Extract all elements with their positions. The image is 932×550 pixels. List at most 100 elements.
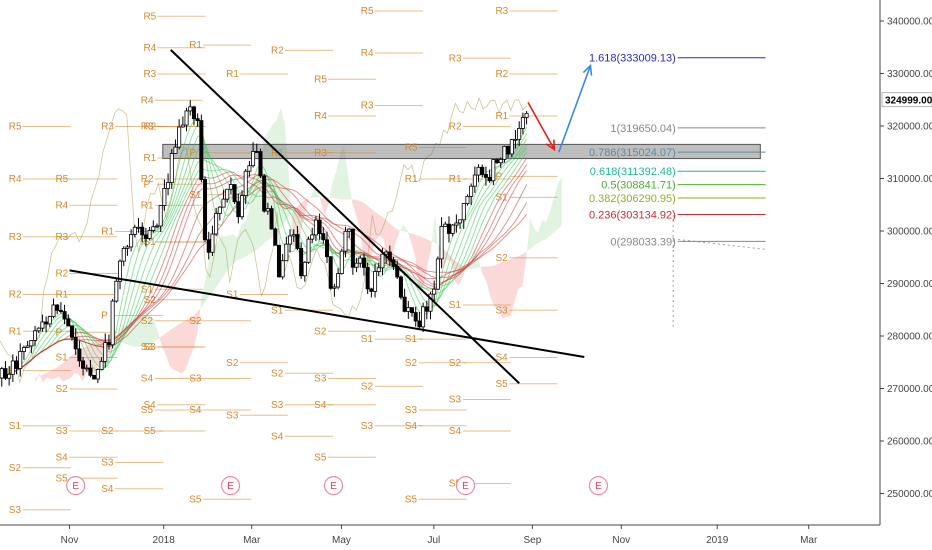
candle-body — [517, 128, 522, 140]
candle-body — [343, 230, 348, 252]
candle-body — [21, 347, 26, 352]
pivot-label: R1 — [189, 40, 202, 51]
candle-body — [299, 248, 304, 277]
cloud-segment — [359, 200, 364, 262]
cloud-segment — [332, 171, 337, 199]
candle-body — [302, 261, 307, 277]
cloud-segment — [506, 259, 511, 317]
arrow-shaft — [558, 65, 592, 153]
last-price-badge-bg — [881, 92, 932, 108]
cloud-segment — [518, 254, 523, 290]
y-tick-label: 270000.00 — [887, 384, 932, 395]
x-tick-label: 2018 — [153, 535, 176, 546]
pivot-label: R1 — [405, 174, 418, 185]
pivot-label: S3 — [361, 421, 374, 432]
candle-body — [402, 296, 407, 312]
candle-body — [151, 226, 156, 231]
cloud-segment — [522, 251, 527, 287]
candle-body — [0, 368, 4, 379]
pivot-label: R1 — [9, 326, 22, 337]
candle-body — [254, 151, 259, 153]
fib-level-label: 0.786(315024.07) — [589, 147, 676, 159]
fib-level-label: 0.5(308841.71) — [601, 180, 676, 192]
candle-body — [243, 170, 248, 196]
candle-body — [95, 369, 100, 380]
candle-body — [14, 360, 19, 369]
pivot-label: R5 — [314, 74, 327, 85]
cloud-segment — [177, 322, 182, 374]
cloud-segment — [150, 316, 154, 345]
candle-body — [29, 340, 34, 347]
cloud-segment — [225, 235, 230, 274]
pivot-label: R3 — [55, 232, 68, 243]
candle-body — [169, 153, 174, 183]
y-tick-label: 250000.00 — [887, 489, 932, 500]
cloud-segment — [336, 152, 341, 200]
candle-body — [140, 226, 145, 236]
candle-body — [47, 316, 52, 325]
candle-body — [184, 110, 189, 126]
candle-body — [310, 234, 315, 240]
pivot-label: R4 — [141, 95, 154, 106]
pivot-label: S4 — [314, 400, 327, 411]
trendline — [170, 49, 520, 384]
cloud-segment — [185, 317, 190, 370]
pivot-label: S3 — [226, 410, 239, 421]
cloud-segment — [391, 225, 396, 263]
pivot-label: R5 — [143, 11, 156, 22]
earnings-event-marker — [66, 476, 86, 496]
candle-body — [62, 311, 67, 320]
candle-body — [483, 174, 488, 178]
pivot-label: R2 — [55, 269, 68, 280]
pivot-label: R2 — [449, 122, 462, 133]
cloud-segment — [70, 353, 75, 378]
cloud-segment — [530, 218, 535, 249]
candle-body — [210, 233, 215, 253]
cloud-segment — [165, 330, 170, 367]
fib-level-label: 1.618(333009.13) — [589, 53, 676, 65]
y-tick-label: 290000.00 — [887, 279, 932, 290]
candle-body — [354, 262, 359, 268]
pivot-label: P — [55, 327, 62, 338]
cloud-segment — [546, 210, 550, 239]
candle-body — [328, 256, 333, 289]
pivot-label: S3 — [101, 458, 114, 469]
candle-body — [203, 179, 208, 241]
pivot-label: S3 — [141, 342, 154, 353]
cloud-segment — [169, 327, 174, 370]
candle-body — [284, 243, 289, 262]
pivot-label: S5 — [314, 452, 327, 463]
x-tick-label: Sep — [524, 535, 542, 546]
earnings-event-marker — [588, 476, 609, 496]
candle-body — [295, 234, 300, 249]
candle-body — [265, 208, 270, 212]
candle-body — [432, 288, 437, 295]
x-tick-label: Nov — [612, 535, 630, 546]
pivot-label: R1 — [55, 290, 68, 301]
candle-body — [158, 205, 163, 227]
candle-body — [446, 223, 451, 234]
pivot-label: S4 — [141, 374, 154, 385]
candle-body — [347, 228, 352, 232]
candlestick-layer — [0, 100, 529, 387]
candle-body — [103, 342, 108, 362]
x-tick-label: May — [332, 535, 351, 546]
candle-body — [406, 307, 411, 312]
cloud-segment — [557, 177, 562, 229]
pivot-label: S3 — [271, 400, 284, 411]
candle-body — [118, 260, 123, 282]
y-tick-label: 310000.00 — [887, 174, 932, 185]
candle-body — [77, 348, 82, 362]
candle-body — [288, 235, 293, 245]
candle-body — [443, 223, 448, 227]
candle-body — [439, 226, 444, 260]
cloud-segment — [344, 146, 349, 200]
candle-body — [498, 158, 503, 164]
pivot-label: P — [189, 148, 196, 159]
candle-body — [232, 184, 237, 203]
pivot-label: S2 — [405, 358, 418, 369]
candle-body — [469, 185, 474, 197]
pivot-label: S2 — [495, 253, 508, 264]
candle-body — [25, 345, 30, 348]
x-tick-label: Jul — [427, 535, 440, 546]
